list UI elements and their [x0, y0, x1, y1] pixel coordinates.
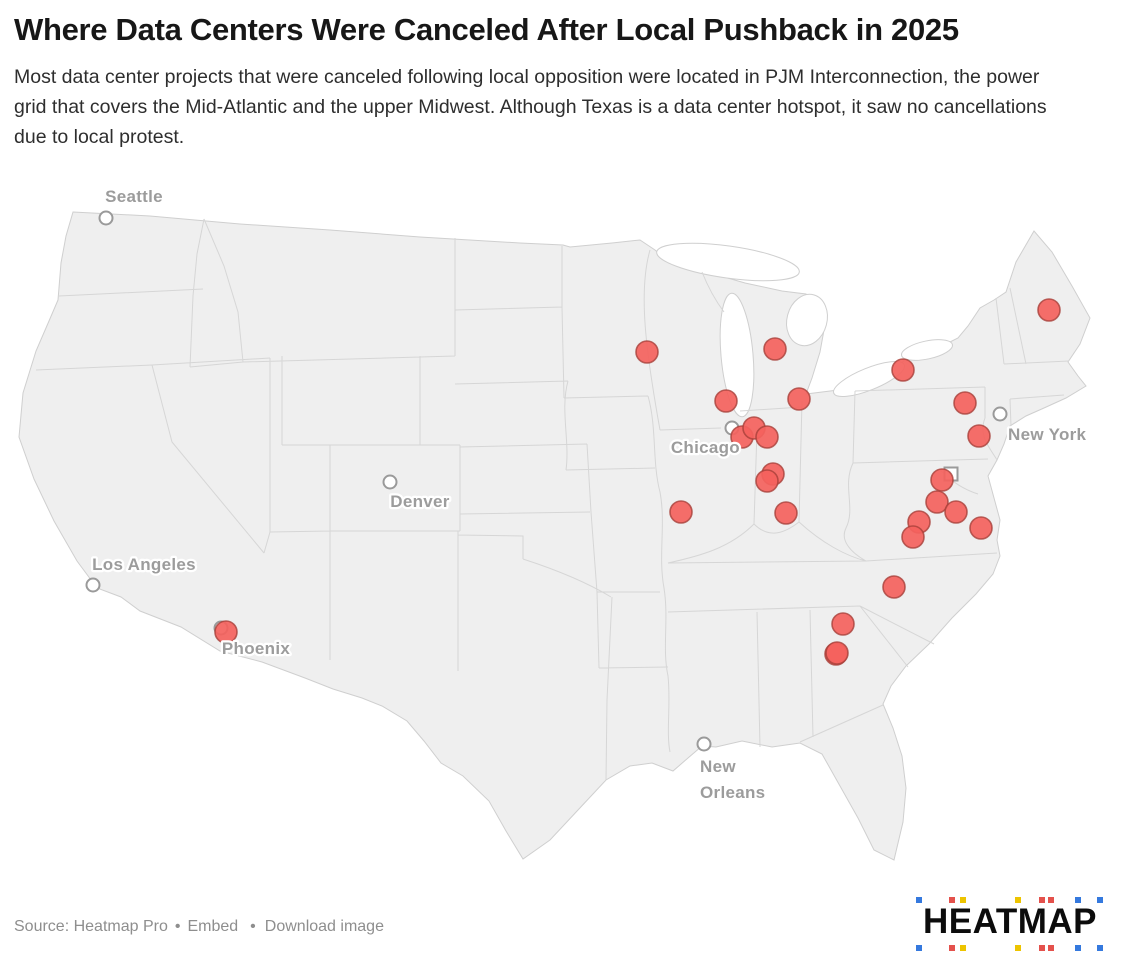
data-point[interactable]: [787, 387, 811, 411]
us-land: [18, 211, 1091, 861]
city-label-phoenix: Phoenix: [222, 639, 290, 658]
data-point[interactable]: [953, 391, 977, 415]
data-point[interactable]: [969, 516, 993, 540]
separator-dot: •: [174, 918, 181, 935]
logo-square: [1039, 945, 1045, 951]
great-lakes: [656, 242, 954, 418]
data-point[interactable]: [1037, 298, 1061, 322]
logo-square: [916, 897, 922, 903]
lake-michigan-icon: [719, 292, 755, 418]
logo-square: [1075, 945, 1081, 951]
city-label-seattle: Seattle: [105, 187, 163, 206]
separator-dot: •: [250, 918, 256, 935]
logo-squares-row: [912, 897, 1108, 903]
lake-superior-icon: [656, 242, 800, 282]
city-label-new-orleans: New: [700, 757, 736, 776]
data-point[interactable]: [891, 358, 915, 382]
logo-square: [1015, 897, 1021, 903]
logo-square: [1097, 897, 1103, 903]
logo-square: [1075, 897, 1081, 903]
city-marker-denver: [382, 474, 398, 490]
city-label-chicago: Chicago: [671, 438, 740, 457]
city-labels-layer: Seattle Los Angeles Denver Phoenix Chicago Ne…: [90, 185, 1089, 805]
data-point[interactable]: [930, 468, 954, 492]
data-point[interactable]: [967, 424, 991, 448]
city-marker-new-york: [992, 406, 1008, 422]
logo-square: [1039, 897, 1045, 903]
data-point[interactable]: [831, 612, 855, 636]
logo-square: [949, 897, 955, 903]
data-points-layer: [214, 298, 1061, 666]
logo-squares-row: [912, 945, 1108, 951]
logo-square: [949, 945, 955, 951]
data-point[interactable]: [755, 469, 779, 493]
city-label-denver: Denver: [390, 492, 450, 511]
data-point[interactable]: [901, 525, 925, 549]
logo-square: [1048, 945, 1054, 951]
logo-square: [960, 897, 966, 903]
logo-square: [916, 945, 922, 951]
source-label: Source: Heatmap Pro: [14, 918, 168, 935]
city-label-new-york: New York: [1008, 425, 1087, 444]
data-point[interactable]: [882, 575, 906, 599]
data-point[interactable]: [925, 490, 949, 514]
data-point[interactable]: [763, 337, 787, 361]
data-point[interactable]: [669, 500, 693, 524]
logo-square: [960, 945, 966, 951]
us-map: Seattle Los Angeles Denver Phoenix Chicago Ne…: [18, 185, 1091, 861]
logo-square: [1097, 945, 1103, 951]
data-point[interactable]: [755, 425, 779, 449]
data-point[interactable]: [774, 501, 798, 525]
logo-square: [1015, 945, 1021, 951]
data-point[interactable]: [635, 340, 659, 364]
chart-title: Where Data Centers Were Canceled After L…: [14, 12, 959, 47]
city-label-los-angeles: Los Angeles: [92, 555, 196, 574]
footer: Source: Heatmap Pro • Embed • Download image: [14, 918, 384, 936]
lake-ontario-icon: [900, 339, 954, 361]
data-point[interactable]: [825, 641, 849, 665]
download-image-link[interactable]: Download image: [264, 918, 384, 935]
heatmap-logo[interactable]: HEATMAP: [912, 886, 1108, 958]
data-point[interactable]: [214, 620, 238, 644]
embed-link[interactable]: Embed: [187, 918, 239, 935]
logo-square: [1048, 897, 1054, 903]
city-label-new-orleans: Orleans: [700, 783, 765, 802]
lake-huron-icon: [786, 293, 828, 347]
data-point[interactable]: [714, 389, 738, 413]
city-marker-new-orleans: [696, 736, 712, 752]
city-marker-los-angeles: [85, 577, 101, 593]
data-point[interactable]: [944, 500, 968, 524]
chart-subtitle: Most data center projects that were canc…: [14, 66, 1047, 148]
state-borders: [35, 218, 1070, 781]
city-marker-seattle: [98, 210, 114, 226]
logo-text: HEATMAP: [923, 902, 1097, 941]
